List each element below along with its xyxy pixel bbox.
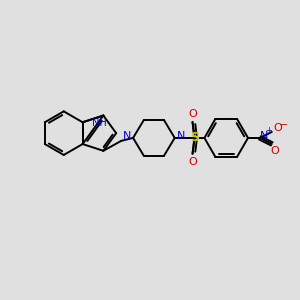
Text: S: S (190, 131, 199, 144)
Text: +: + (266, 127, 272, 136)
Text: O: O (270, 146, 279, 156)
Text: O: O (188, 157, 197, 167)
Text: NH: NH (92, 118, 107, 128)
Text: N: N (260, 131, 268, 141)
Text: −: − (280, 120, 288, 130)
Text: N: N (123, 131, 131, 141)
Text: O: O (188, 109, 197, 119)
Text: O: O (273, 123, 282, 133)
Text: N: N (176, 131, 185, 141)
